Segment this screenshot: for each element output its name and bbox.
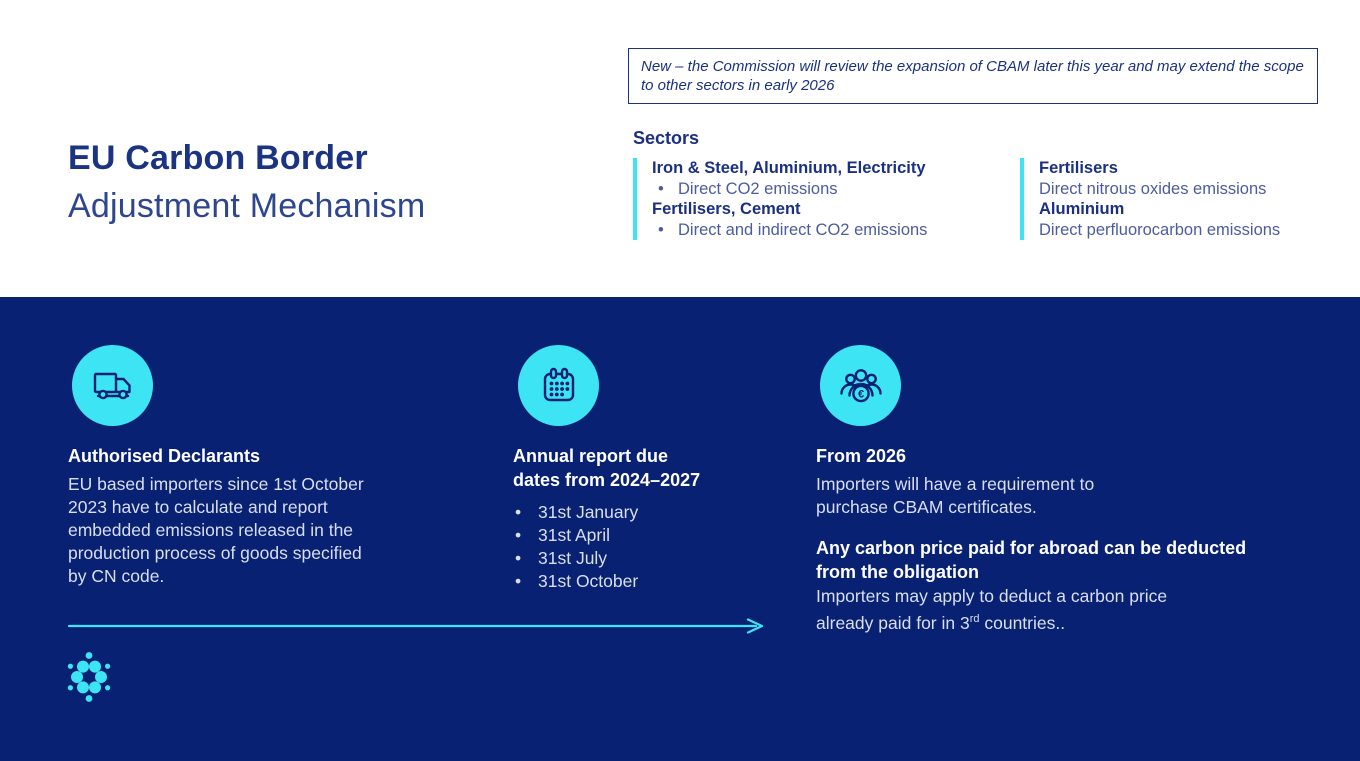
ordinal-superscript: rd	[969, 613, 980, 625]
sectors-column-2: Fertilisers Direct nitrous oxides emissi…	[1020, 158, 1340, 240]
sector-group-title: Aluminium	[1039, 200, 1125, 218]
para2-text: Importers may apply to deduct a carbon p…	[816, 586, 1168, 633]
truck-icon-circle	[72, 345, 153, 426]
euro-symbol: €	[857, 388, 863, 400]
page-title-line-2: Adjustment Mechanism	[68, 187, 426, 225]
panel-body-text: Importers may apply to deduct a carbon p…	[816, 585, 1176, 635]
bottom-section: € Authorised Declarants EU based importe…	[0, 297, 1360, 761]
list-item: 31st July	[513, 547, 743, 570]
sector-detail-line: Direct nitrous oxides emissions	[1039, 179, 1267, 198]
para2-text: countries..	[979, 612, 1066, 633]
sector-detail-line: Direct perfluorocarbon emissions	[1039, 220, 1281, 239]
panel-column-authorised-declarants: Authorised Declarants EU based importers…	[68, 444, 378, 588]
list-item: 31st January	[513, 501, 743, 524]
panel-column-from-2026: From 2026 Importers will have a requirem…	[816, 444, 1266, 635]
people-euro-icon: €	[839, 368, 882, 402]
dot-flower-logo	[67, 652, 111, 702]
due-dates-list: 31st January 31st April 31st July 31st O…	[513, 501, 743, 593]
sector-group-title: Iron & Steel, Aluminium, Electricity	[652, 159, 926, 177]
notice-box: New – the Commission will review the exp…	[628, 48, 1318, 104]
panel-heading: Annual report due dates from 2024–2027	[513, 446, 701, 490]
top-section: New – the Commission will review the exp…	[0, 0, 1360, 297]
calendar-icon-circle	[518, 345, 599, 426]
list-item: 31st October	[513, 570, 743, 593]
panel-heading: Authorised Declarants	[68, 446, 261, 466]
sector-bullet-item: Direct and indirect CO2 emissions	[652, 220, 1008, 241]
panel-body-text: Importers will have a requirement to pur…	[816, 474, 1095, 517]
panel-bold-statement: Any carbon price paid for abroad can be …	[816, 538, 1247, 582]
notice-text: New – the Commission will review the exp…	[641, 58, 1304, 94]
page-title-line-1: EU Carbon Border	[68, 139, 368, 177]
sectors-heading: Sectors	[633, 128, 700, 148]
sectors-column-1: Iron & Steel, Aluminium, Electricity Dir…	[633, 158, 1008, 240]
sector-group-title: Fertilisers, Cement	[652, 200, 801, 218]
calendar-icon	[543, 367, 574, 401]
timeline-arrow	[68, 618, 764, 634]
panel-body-text: EU based importers since 1st October 202…	[68, 474, 364, 586]
list-item: 31st April	[513, 524, 743, 547]
sector-bullet-item: Direct CO2 emissions	[652, 179, 1008, 200]
people-euro-icon-circle: €	[820, 345, 901, 426]
sector-group-title: Fertilisers	[1039, 159, 1118, 177]
truck-icon	[93, 372, 131, 399]
panel-heading: From 2026	[816, 446, 907, 466]
panel-column-report-dates: Annual report due dates from 2024–2027 3…	[513, 444, 743, 593]
page-title: EU Carbon Border Adjustment Mechanism	[68, 134, 425, 230]
